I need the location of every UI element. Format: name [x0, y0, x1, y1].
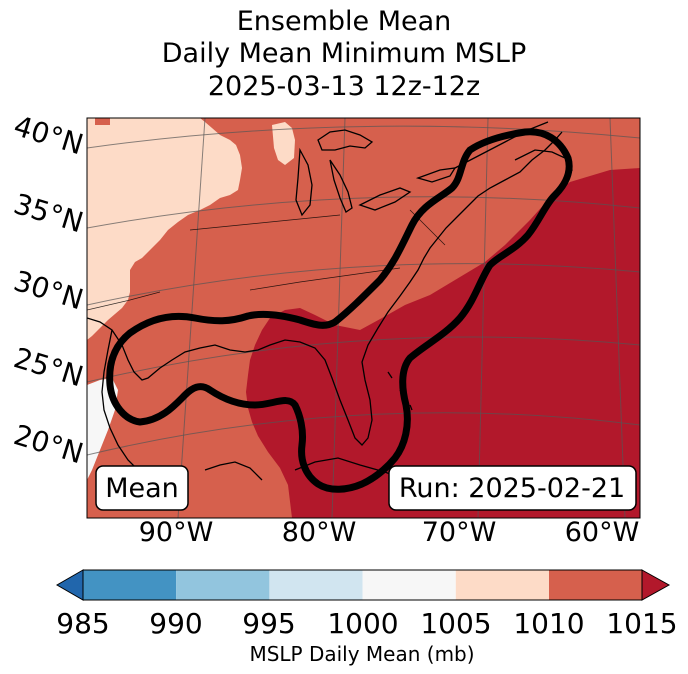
- colorbar-tick-1000: 1000: [327, 607, 398, 640]
- fill-1000-1005: [87, 378, 118, 480]
- lat-label-40: 40°N: [10, 109, 87, 161]
- colorbar-tick-995: 995: [242, 607, 295, 640]
- title-line-3: 2025-03-13 12z-12z: [207, 71, 481, 102]
- title-line-2: Daily Mean Minimum MSLP: [161, 38, 527, 69]
- mean-box: Mean: [95, 465, 189, 511]
- latitude-lines: [87, 125, 640, 456]
- lon-label-60: 60°W: [565, 517, 640, 548]
- lon-label-70: 70°W: [422, 517, 497, 548]
- colorbar-over-arrow: [641, 569, 671, 601]
- title-line-1: Ensemble Mean: [236, 6, 452, 37]
- colorbar-under-arrow: [55, 569, 84, 601]
- fill-1005-1010-patch: [272, 122, 295, 165]
- colorbar-bin-995-1000: [269, 570, 363, 600]
- mean-label: Mean: [105, 473, 179, 504]
- lat-labels: 40°N 35°N 30°N 25°N 20°N: [10, 109, 87, 470]
- lat-label-30: 30°N: [10, 264, 87, 316]
- colorbar-tick-990: 990: [149, 607, 202, 640]
- colorbar-bin-1000-1005: [362, 570, 456, 600]
- contour-1015: [106, 128, 573, 493]
- colorbar-tick-1010: 1010: [513, 607, 584, 640]
- map-area: [87, 118, 640, 518]
- run-box: Run: 2025-02-21: [388, 465, 637, 511]
- colorbar-bin-1005-1010: [455, 570, 549, 600]
- colorbar-bin-1010-1015: [549, 570, 642, 600]
- colorbar-label: MSLP Daily Mean (mb): [249, 642, 474, 666]
- colorbar-tick-985: 985: [56, 607, 109, 640]
- colorbar: 985 990 995 1000 1005 1010 1015 MSLP Dai…: [55, 569, 678, 666]
- map-frame: [86, 117, 641, 519]
- lat-label-35: 35°N: [10, 187, 87, 239]
- lon-labels: 90°W 80°W 70°W 60°W: [139, 517, 640, 548]
- run-label: Run: 2025-02-21: [399, 473, 625, 504]
- colorbar-frame: [82, 569, 643, 601]
- lon-label-80: 80°W: [282, 517, 357, 548]
- lon-label-90: 90°W: [139, 517, 214, 548]
- fill-1010-1015: [87, 118, 640, 518]
- colorbar-bin-990-995: [176, 570, 270, 600]
- colorbar-bin-985-990: [83, 570, 177, 600]
- lat-label-25: 25°N: [10, 341, 87, 393]
- fill-1005-1010: [87, 118, 242, 340]
- lat-label-20: 20°N: [10, 418, 87, 470]
- colorbar-tick-1015: 1015: [606, 607, 677, 640]
- colorbar-tick-1005: 1005: [420, 607, 491, 640]
